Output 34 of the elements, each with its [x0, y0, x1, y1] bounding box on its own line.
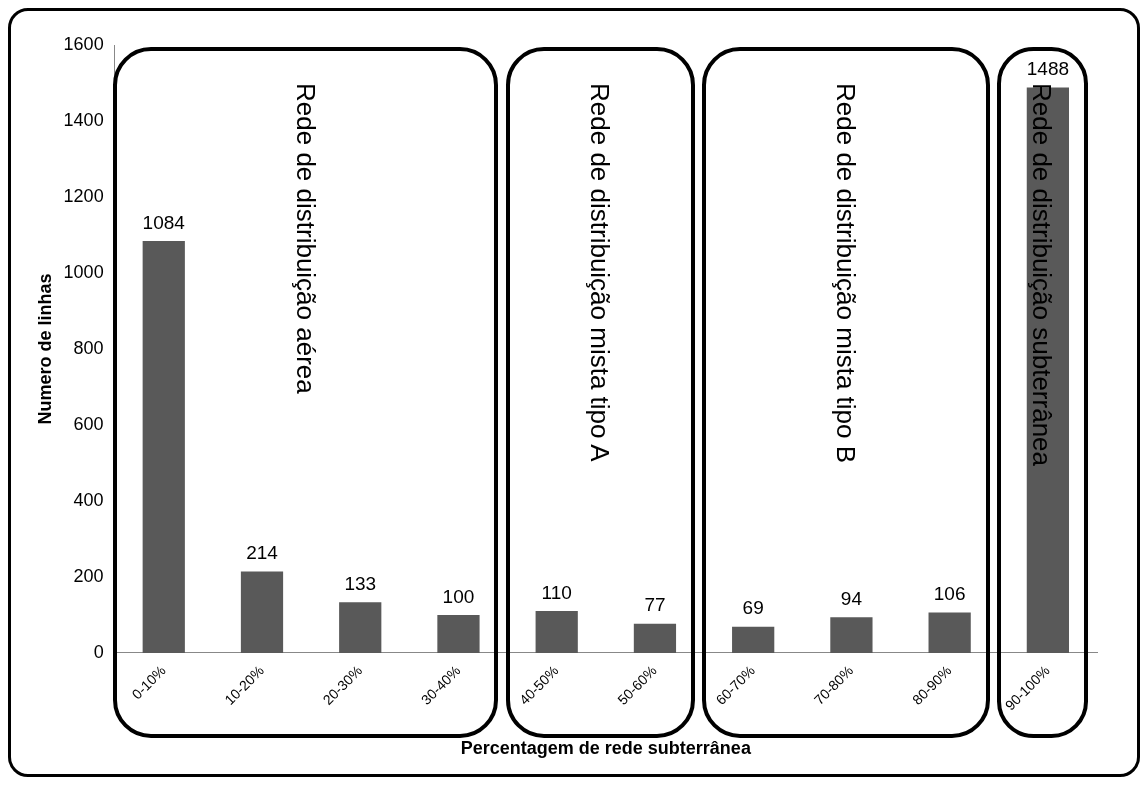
y-tick-label: 0: [93, 641, 104, 662]
y-tick-label: 200: [73, 565, 104, 586]
data-label: 69: [742, 597, 764, 619]
data-label: 1488: [1026, 58, 1070, 80]
data-label: 214: [246, 542, 279, 564]
bar: [928, 612, 971, 653]
data-label: 106: [933, 583, 966, 605]
data-label: 110: [541, 581, 572, 603]
y-axis-title: Numero de linhas: [34, 273, 55, 425]
annotation: Rede de distribuição aérea: [289, 83, 322, 394]
bar: [437, 614, 480, 653]
annotation: Rede de distribuição subterrânea: [1026, 83, 1059, 467]
y-tick-label: 1000: [63, 261, 104, 282]
data-label: 94: [840, 587, 863, 609]
y-tick-label: 800: [73, 337, 104, 358]
data-label: 1084: [142, 211, 186, 233]
bar: [830, 617, 873, 653]
y-tick-label: 1200: [63, 185, 104, 206]
bar: [535, 611, 578, 653]
bar: [633, 623, 677, 653]
annotation: Rede de distribuição mista tipo A: [584, 83, 617, 462]
data-label: 133: [344, 573, 377, 595]
bar: [240, 571, 284, 653]
data-label: 100: [442, 585, 475, 607]
bar: [732, 626, 775, 653]
y-tick-label: 1600: [63, 33, 104, 54]
data-label: 77: [644, 594, 666, 616]
y-tick-label: 600: [73, 413, 104, 434]
bar: [142, 241, 185, 653]
bar: [339, 602, 382, 653]
y-tick-label: 400: [73, 489, 104, 510]
annotation: Rede de distribuição mista tipo B: [829, 83, 862, 464]
y-tick-label: 1400: [63, 109, 104, 130]
x-axis-title: Percentagem de rede subterrânea: [460, 738, 752, 759]
